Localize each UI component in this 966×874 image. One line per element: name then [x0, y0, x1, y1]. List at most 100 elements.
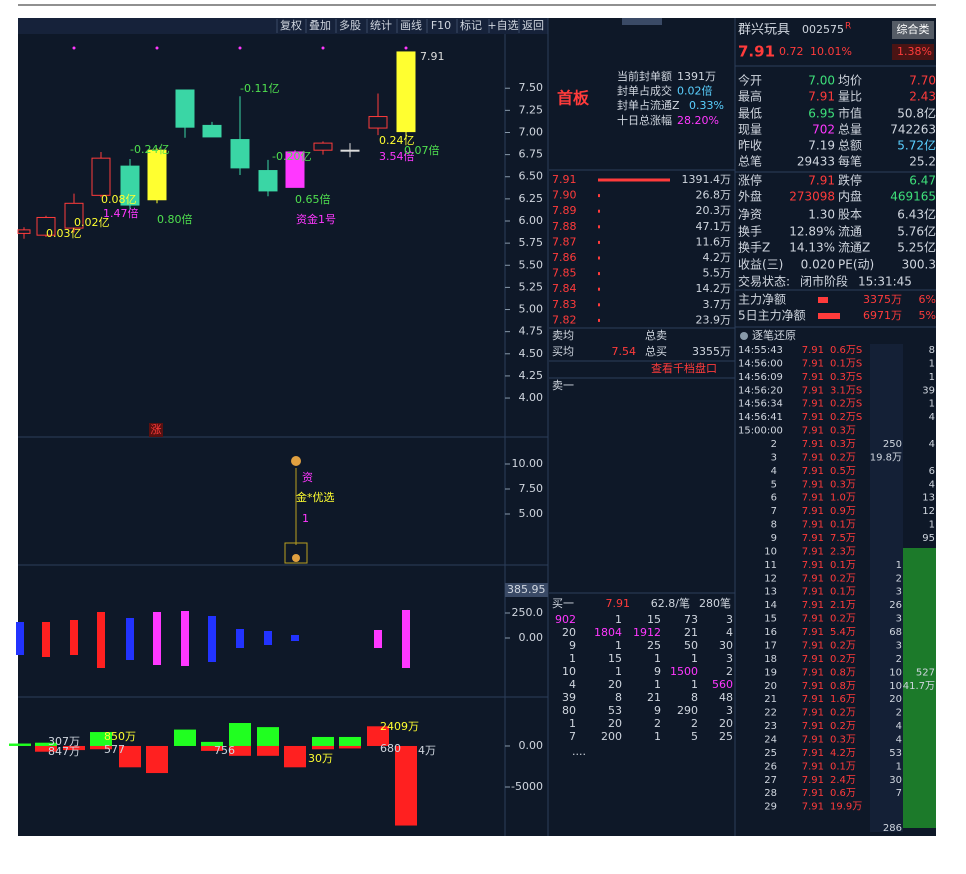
- tick-edge: 39: [922, 385, 935, 396]
- queue-cell: 2: [691, 717, 698, 730]
- book-bar: [598, 178, 670, 182]
- tick-price: 7.91: [802, 721, 824, 732]
- queue-cell: 21: [684, 626, 698, 639]
- toolbar-button[interactable]: 复权: [280, 18, 302, 32]
- app-background: [18, 18, 936, 836]
- candle-body: [313, 142, 333, 151]
- quote-value: 5.72亿: [897, 138, 936, 153]
- signal-marker: [284, 468, 308, 564]
- volume-bar: [97, 612, 105, 668]
- queue-cell: 15: [608, 652, 622, 665]
- flow-bar: [35, 742, 57, 746]
- tick-side: 4: [896, 734, 902, 745]
- tick-volume: 0.1万: [830, 520, 856, 531]
- tick-volume: 0.2万: [830, 721, 856, 732]
- tick-price: 7.91: [802, 426, 824, 437]
- queue-cell: 4: [726, 626, 733, 639]
- tick-time: 8: [771, 520, 777, 531]
- info-label: 封单占流通Z: [617, 98, 680, 112]
- tick-edge: 4: [929, 439, 935, 450]
- y-tick-label: 7.50: [519, 482, 544, 495]
- quote-label: 流通Z: [838, 241, 870, 255]
- badge: 涨: [151, 423, 162, 436]
- book-volume: 3.7万: [703, 298, 732, 311]
- y-tick-label: 7.50: [519, 81, 544, 94]
- quote-value: 1.30: [808, 208, 835, 222]
- queue-cell: 1: [615, 639, 622, 652]
- tick-price: 7.91: [802, 640, 824, 651]
- book-price: 7.88: [552, 220, 577, 233]
- annotation: 7.91: [420, 50, 445, 63]
- queue-cell: 1804: [594, 626, 622, 639]
- tick-price: 7.91: [802, 493, 824, 504]
- queue-cell: 25: [719, 730, 733, 743]
- volume-bar: [291, 635, 299, 641]
- sector-pct: 1.38%: [897, 45, 932, 58]
- info-label: 封单占成交: [617, 84, 672, 98]
- candle-body: [285, 151, 305, 188]
- book-volume: 26.8万: [696, 189, 732, 202]
- y-tick-label: 7.00: [519, 125, 544, 138]
- tick-time: 15: [764, 614, 777, 625]
- tick-side: 19.8万: [870, 452, 902, 463]
- flow-bar: [339, 736, 361, 746]
- badge-bg: [149, 423, 163, 437]
- candle-body: [120, 165, 140, 206]
- quote-label: 流通: [838, 225, 862, 239]
- link[interactable]: 查看千档盘口: [651, 361, 717, 375]
- book-bar: [598, 209, 600, 213]
- queue-cell: 5: [691, 730, 698, 743]
- toolbar-button[interactable]: 统计: [370, 19, 392, 32]
- signal-text: 金*优选: [296, 490, 335, 504]
- quote-label: 股本: [838, 208, 862, 222]
- book-price: 7.82: [552, 313, 577, 326]
- volume-bar: [42, 622, 50, 657]
- tick-time: 6: [771, 493, 777, 504]
- book-bar: [598, 240, 600, 244]
- tick-price: 7.91: [802, 520, 824, 531]
- quote-label: 内盘: [838, 189, 862, 204]
- y-tick-label: 4.50: [519, 347, 544, 360]
- quote-value: 25.2: [909, 155, 936, 169]
- toolbar-button[interactable]: 画线: [400, 18, 422, 32]
- quote-value: 742263: [890, 123, 936, 137]
- toolbar-button[interactable]: 多股: [339, 18, 361, 32]
- queue-cell: 20: [608, 717, 622, 730]
- queue-cell: 200: [601, 730, 622, 743]
- y-tick-label: 5.00: [519, 303, 544, 316]
- candle-body: [340, 149, 360, 152]
- price: 7.91: [738, 43, 775, 61]
- book-volume: 1391.4万: [682, 173, 732, 186]
- tick-time: 17: [764, 640, 777, 651]
- queue-cell: 25: [647, 639, 661, 652]
- toolbar-button[interactable]: 返回: [522, 19, 544, 32]
- quote-label: 跌停: [838, 173, 862, 188]
- tick-volume: 1.6万: [830, 694, 856, 705]
- y-tick-label: 7.25: [519, 103, 544, 116]
- y-tick-label: 6.00: [519, 214, 544, 227]
- flow-bar: [9, 743, 31, 746]
- tick-edge: 1: [929, 520, 935, 531]
- tick-price: 7.91: [802, 587, 824, 598]
- toolbar-button[interactable]: F10: [431, 19, 451, 32]
- flow-bar: [90, 732, 112, 746]
- tick-side: 7: [896, 788, 902, 799]
- flow-bar: [119, 745, 141, 768]
- tick-side: 2: [896, 573, 902, 584]
- toolbar-button[interactable]: 标记: [460, 18, 482, 32]
- book-volume: 14.2万: [696, 282, 732, 295]
- quote-value: 300.3: [902, 258, 936, 272]
- tick-time: 14:56:09: [738, 372, 783, 383]
- value: 7.54: [612, 345, 637, 358]
- volume-bar: [181, 611, 189, 666]
- book-volume: 47.1万: [696, 220, 732, 233]
- flow-label: 307万: [48, 735, 80, 748]
- queue-cell: 2: [726, 665, 733, 678]
- tick-side: 30: [889, 775, 902, 786]
- tick-price: 7.91: [802, 533, 824, 544]
- toolbar-button[interactable]: 叠加: [309, 19, 331, 32]
- toolbar-button[interactable]: +自选: [487, 19, 518, 32]
- tick-edge: 1: [929, 358, 935, 369]
- tick-volume: 0.3万: [830, 734, 856, 745]
